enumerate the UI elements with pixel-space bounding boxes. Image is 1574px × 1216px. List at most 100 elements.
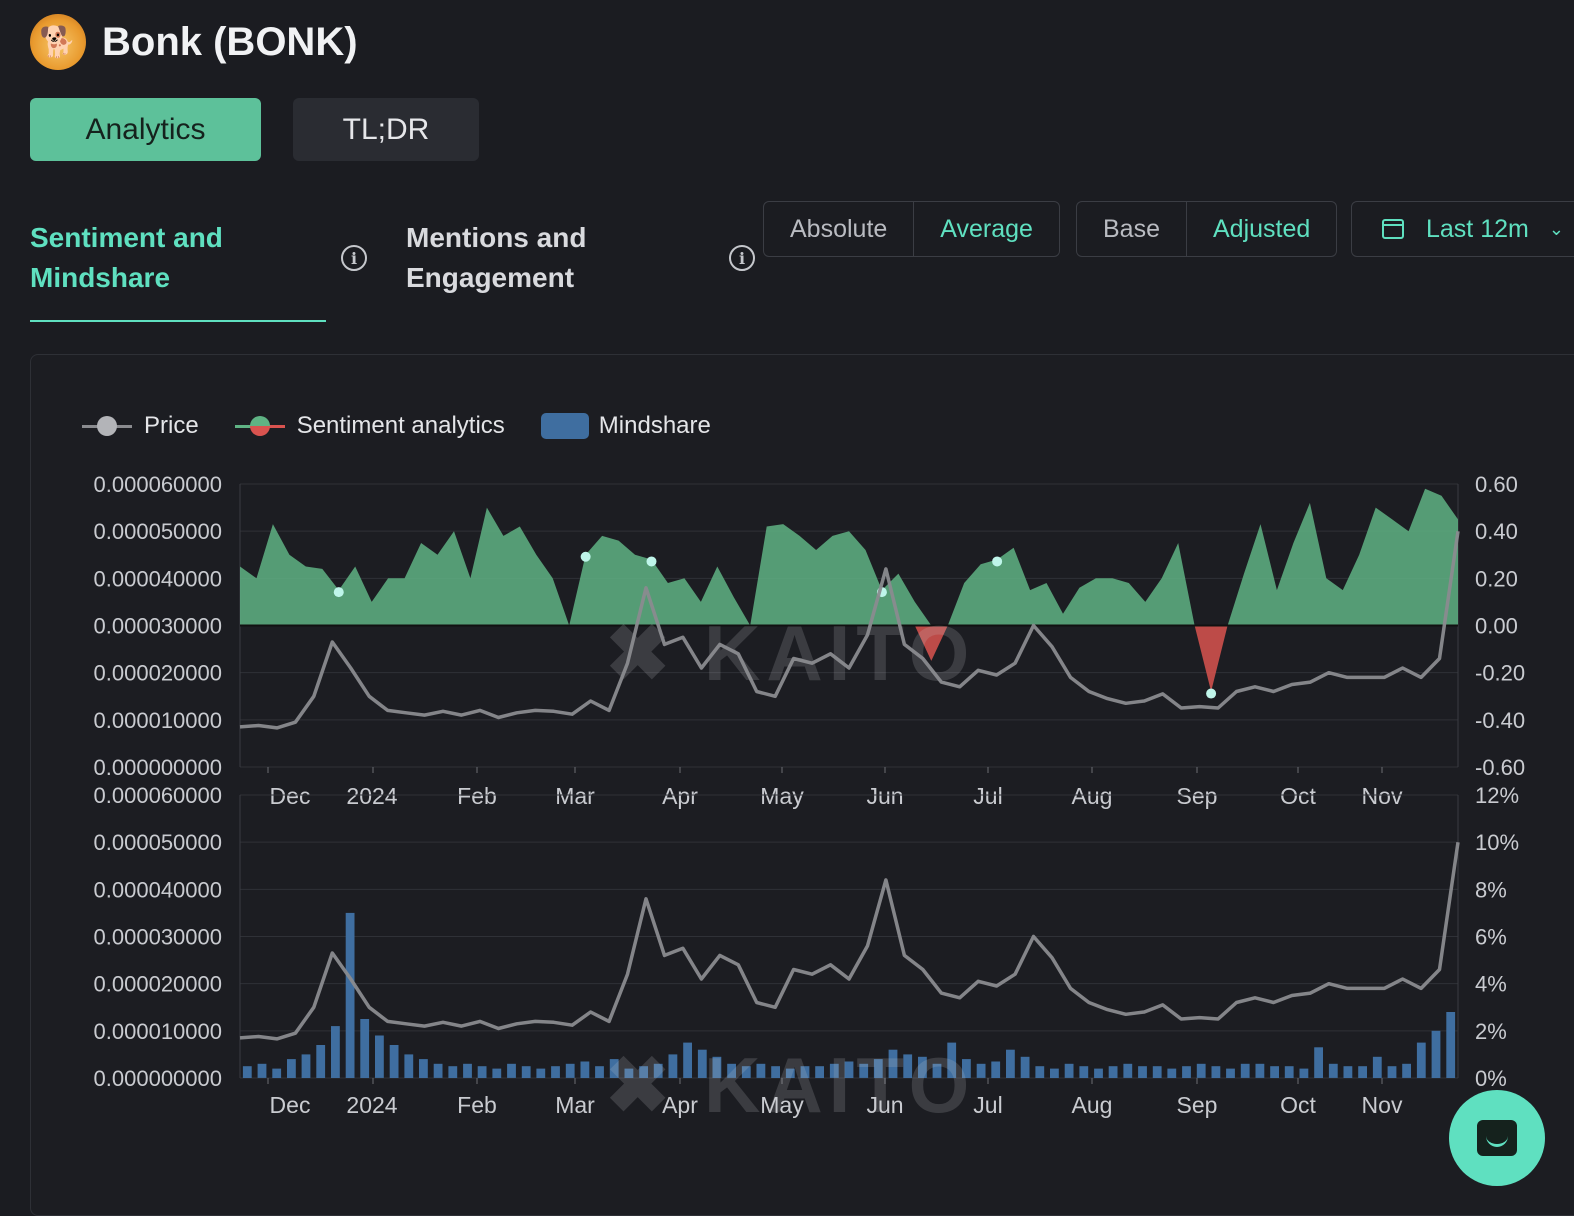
mindshare-bar <box>345 912 355 1078</box>
mindshare-bar <box>1006 1049 1015 1078</box>
mindshare-bar <box>463 1063 472 1078</box>
info-icon[interactable]: i <box>729 245 755 271</box>
mindshare-bar <box>257 1063 267 1078</box>
mindshare-bar <box>829 1063 839 1078</box>
mindshare-bar <box>668 1054 678 1078</box>
mindshare-bar <box>903 1054 913 1078</box>
date-range-dropdown[interactable]: Last 12m ⌄ <box>1351 201 1574 257</box>
mindshare-bar <box>360 1019 370 1078</box>
mindshare-bar <box>1299 1068 1309 1078</box>
legend-mindshare[interactable]: Mindshare <box>540 412 711 440</box>
mindshare-bar <box>1123 1063 1133 1078</box>
mindshare-bar <box>1211 1066 1221 1078</box>
price-line <box>239 530 1460 730</box>
kaito-watermark: ✖ KAITO <box>605 1041 975 1129</box>
mindshare-bar <box>1138 1066 1147 1078</box>
x-tick-label: Jul <box>973 1092 1002 1118</box>
svg-text:✖ KAITO: ✖ KAITO <box>605 609 975 697</box>
info-icon[interactable]: i <box>341 245 367 271</box>
y2-tick-label: 2% <box>1475 1019 1507 1044</box>
mindshare-bar <box>947 1042 957 1078</box>
x-tick-label: Feb <box>457 1092 497 1118</box>
x-tick-label: 2024 <box>346 1092 397 1118</box>
mindshare-bar <box>697 1049 707 1078</box>
adjusted-button[interactable]: Adjusted <box>1185 202 1336 256</box>
mindshare-bar <box>507 1063 516 1078</box>
mindshare-bar <box>800 1066 810 1078</box>
tab-sentiment-mindshare[interactable]: Sentiment and Mindshare <box>30 222 223 293</box>
chat-support-button[interactable] <box>1449 1090 1545 1186</box>
y-tick-label: 0.000000000 <box>94 1066 222 1091</box>
y2-tick-label: -0.40 <box>1475 708 1525 733</box>
y-tick-label: 0.000010000 <box>94 1019 222 1044</box>
x-tick-label: Jun <box>866 1092 903 1118</box>
mindshare-bar <box>1387 1066 1397 1078</box>
mindshare-bar <box>565 1063 575 1078</box>
mindshare-bar <box>653 1063 663 1078</box>
svg-text:✖ KAITO: ✖ KAITO <box>605 1041 975 1129</box>
mindshare-bar <box>976 1063 986 1078</box>
x-tick-label: Mar <box>555 783 595 809</box>
sentiment-marker <box>333 587 344 598</box>
mindshare-bar <box>1255 1063 1265 1078</box>
mindshare-bar <box>1182 1066 1191 1078</box>
sentiment-marker <box>992 556 1003 567</box>
calendar-icon <box>1382 219 1404 239</box>
mindshare-bar <box>1431 1030 1441 1078</box>
mindshare-bar <box>1167 1068 1177 1078</box>
x-tick-label: Aug <box>1072 1092 1113 1118</box>
mindshare-bar <box>1402 1063 1411 1078</box>
mindshare-bar <box>741 1066 751 1078</box>
y2-tick-label: 4% <box>1475 972 1507 997</box>
mindshare-bar <box>1358 1066 1367 1078</box>
mindshare-bar <box>756 1063 766 1078</box>
mindshare-bar <box>1079 1066 1089 1078</box>
mindshare-bar <box>1152 1066 1162 1078</box>
tab-analytics[interactable]: Analytics <box>30 98 261 161</box>
mindshare-bar <box>272 1068 282 1078</box>
x-tick-label: Jun <box>866 783 903 809</box>
mindshare-bar <box>536 1068 546 1078</box>
absolute-button[interactable]: Absolute <box>790 214 888 243</box>
y2-tick-label: 0.40 <box>1475 519 1518 544</box>
mindshare-legend-icon <box>540 413 589 439</box>
mindshare-bar <box>492 1068 502 1078</box>
basis-toggle: Base Adjusted <box>1076 201 1338 257</box>
legend-price[interactable]: Price <box>82 412 199 440</box>
x-tick-label: May <box>760 1092 804 1118</box>
y-tick-label: 0.000010000 <box>94 708 222 733</box>
y-tick-label: 0.000060000 <box>94 783 222 808</box>
sentiment-positive-area <box>240 488 1458 626</box>
tab-mentions-engagement[interactable]: Mentions and Engagement <box>406 222 587 293</box>
mindshare-bar <box>859 1063 869 1078</box>
x-tick-label: Jul <box>973 783 1002 809</box>
mindshare-bar <box>888 1049 898 1078</box>
average-button[interactable]: Average <box>913 202 1059 256</box>
x-tick-label: Mar <box>555 1092 595 1118</box>
y2-tick-label: -0.60 <box>1475 755 1525 780</box>
mindshare-bar <box>551 1066 560 1078</box>
y2-tick-label: 0.60 <box>1475 472 1518 497</box>
y-tick-label: 0.000020000 <box>94 661 222 686</box>
mindshare-bar <box>331 1026 340 1078</box>
mindshare-bar <box>1226 1068 1235 1078</box>
y-tick-label: 0.000020000 <box>94 972 222 997</box>
x-tick-label: Nov <box>1362 1092 1403 1118</box>
mindshare-bar <box>595 1066 604 1078</box>
mindshare-bar <box>844 1061 854 1078</box>
mindshare-bar <box>448 1066 458 1078</box>
mindshare-bar <box>873 1059 883 1078</box>
date-range-label: Last 12m <box>1426 214 1529 243</box>
bonk-dog-icon: 🐕 <box>30 14 86 70</box>
y2-tick-label: 6% <box>1475 925 1507 950</box>
base-button[interactable]: Base <box>1103 214 1160 243</box>
sentiment-legend-icon <box>234 415 285 436</box>
mindshare-bar <box>815 1066 824 1078</box>
legend-sentiment[interactable]: Sentiment analytics <box>234 412 505 440</box>
mindshare-bar <box>683 1042 692 1078</box>
mindshare-bar <box>389 1045 399 1078</box>
tab-tldr[interactable]: TL;DR <box>293 98 479 161</box>
chevron-down-icon: ⌄ <box>1548 218 1564 239</box>
mindshare-bar <box>1446 1012 1456 1078</box>
